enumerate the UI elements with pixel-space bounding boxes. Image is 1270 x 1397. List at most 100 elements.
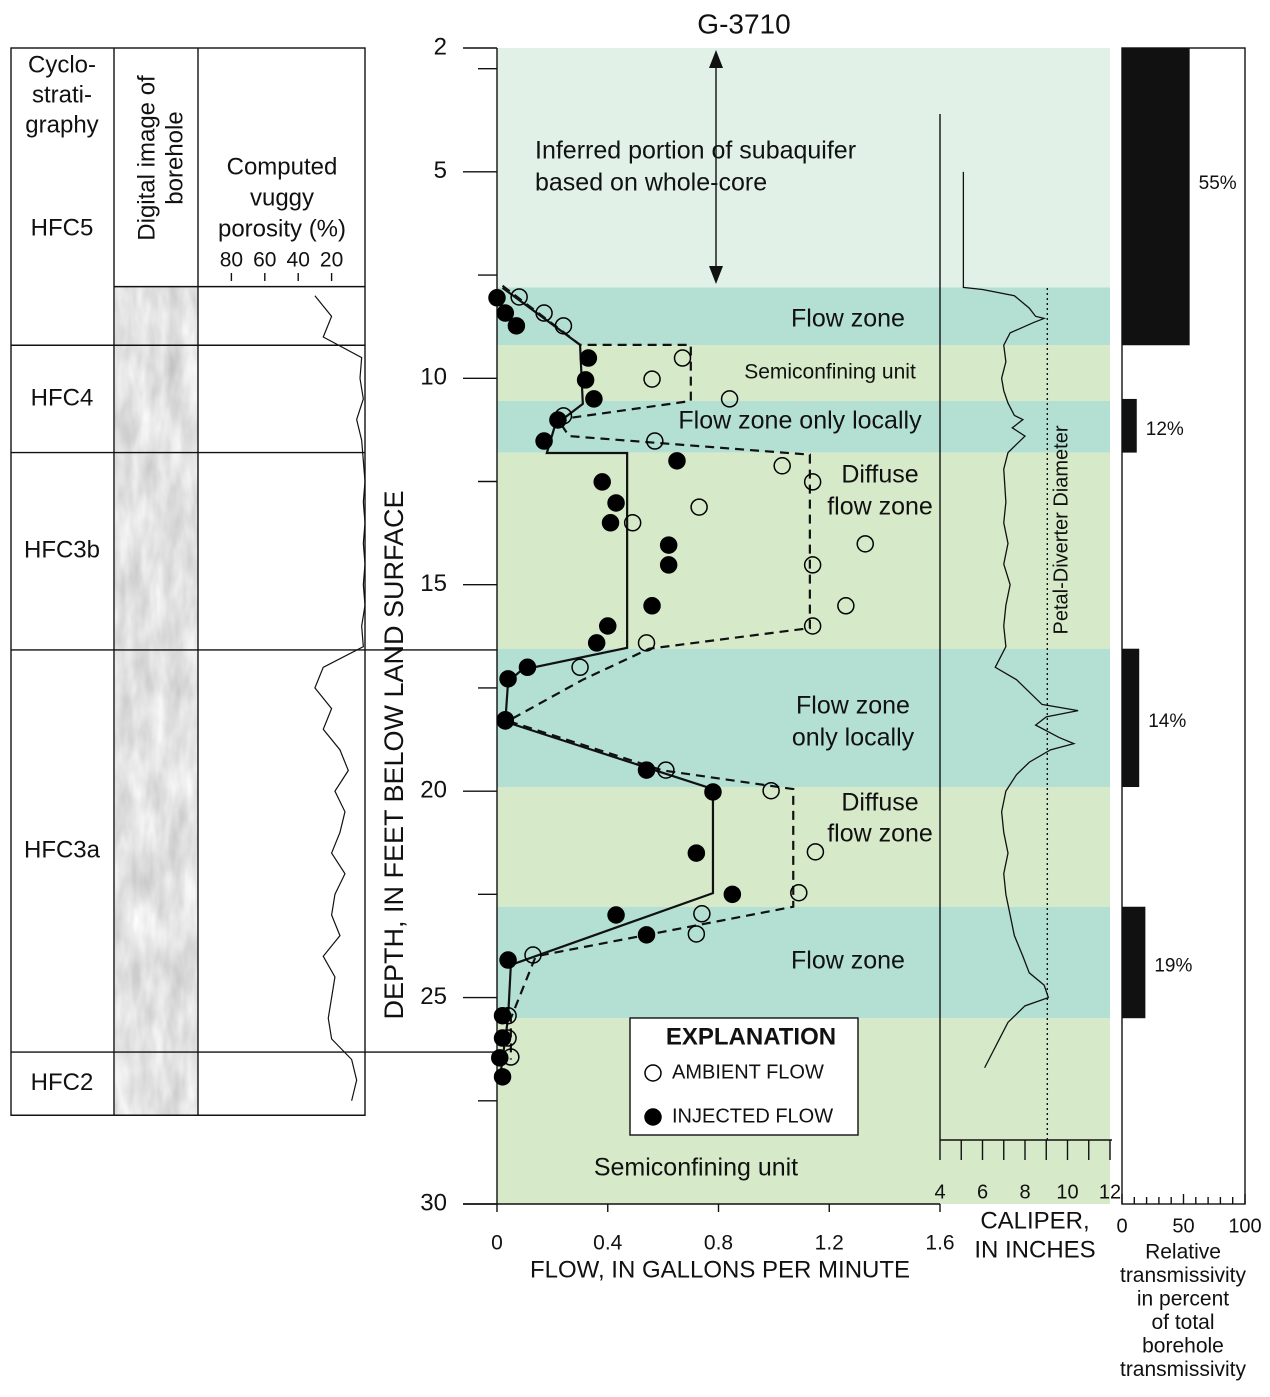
y-tick-label: 15 xyxy=(420,570,447,597)
zone-label: Diffuse xyxy=(841,789,918,817)
flow-point xyxy=(805,557,821,573)
porosity-trace xyxy=(315,296,365,1101)
strat-header: Cyclo- xyxy=(28,51,96,78)
flow-point xyxy=(644,598,660,614)
zone-label: based on whole-core xyxy=(535,169,767,197)
y-tick-label: 25 xyxy=(420,983,447,1010)
x-tick-label: 1.6 xyxy=(925,1232,954,1255)
zone-label: Diffuse xyxy=(841,461,918,489)
transmissivity-label: Relative xyxy=(1145,1241,1221,1264)
flow-point xyxy=(669,453,685,469)
flow-point xyxy=(639,635,655,651)
flow-point xyxy=(594,474,610,490)
value-label: 55% xyxy=(1199,173,1237,194)
flow-point xyxy=(658,762,674,778)
flow-point xyxy=(705,784,721,800)
porosity-title: vuggy xyxy=(250,184,314,211)
flow-point xyxy=(586,391,602,407)
zone-label: Flow zone xyxy=(796,692,910,720)
strat-header: strati- xyxy=(32,81,92,108)
flow-point xyxy=(661,537,677,553)
legend-label: INJECTED FLOW xyxy=(672,1105,833,1127)
flow-point xyxy=(691,499,707,515)
flow-point xyxy=(608,495,624,511)
flow-point xyxy=(497,712,513,728)
zone-band xyxy=(497,453,1110,649)
flow-point xyxy=(508,318,524,334)
value-label: 19% xyxy=(1154,955,1192,976)
transmissivity-tick-label: 0 xyxy=(1116,1215,1127,1237)
zone-label: Inferred portion of subaquifer xyxy=(535,137,856,165)
legend-label: AMBIENT FLOW xyxy=(672,1061,824,1083)
transmissivity-bar xyxy=(1122,48,1190,345)
x-tick-label: 0 xyxy=(491,1232,503,1255)
flow-point xyxy=(500,952,516,968)
flow-point xyxy=(722,391,738,407)
flow-point xyxy=(578,372,594,388)
image-header: Digital image of xyxy=(133,75,160,241)
caliper-tick-label: 6 xyxy=(977,1181,988,1203)
value-label: 12% xyxy=(1146,419,1184,440)
porosity-tick-label: 80 xyxy=(220,249,243,272)
porosity-tick-label: 60 xyxy=(253,249,276,272)
caliper-tick-label: 8 xyxy=(1019,1181,1030,1203)
image-header: borehole xyxy=(161,111,188,204)
flow-point xyxy=(589,635,605,651)
unit-label: HFC4 xyxy=(31,384,94,411)
transmissivity-label: in percent xyxy=(1137,1288,1229,1311)
caliper-label: IN INCHES xyxy=(974,1236,1095,1263)
transmissivity-tick-label: 50 xyxy=(1172,1215,1194,1237)
unit-label: HFC3b xyxy=(24,537,100,564)
porosity-title: porosity (%) xyxy=(218,215,346,242)
zone-label: flow zone xyxy=(827,493,933,521)
porosity-tick-label: 20 xyxy=(320,249,343,272)
y-tick-label: 2 xyxy=(434,33,447,60)
flow-point xyxy=(807,844,823,860)
unit-label: HFC5 xyxy=(31,214,94,241)
flow-point xyxy=(661,557,677,573)
flow-point xyxy=(608,907,624,923)
reference-label: Petal-Diverter Diameter xyxy=(1051,425,1073,634)
flow-point xyxy=(580,350,596,366)
flow-point xyxy=(495,1069,511,1085)
zone-label: flow zone xyxy=(827,820,933,848)
flow-point xyxy=(495,1008,511,1024)
transmissivity-label: transmissivity xyxy=(1120,1264,1247,1287)
chart-title: G-3710 xyxy=(697,8,790,39)
zone-label: only locally xyxy=(792,724,915,752)
flow-point xyxy=(639,762,655,778)
x-tick-label: 1.2 xyxy=(815,1232,844,1255)
figure: G-3710 Inferred portion of subaquifer bas… xyxy=(0,0,1270,1397)
flow-point xyxy=(497,305,513,321)
flow-point xyxy=(805,618,821,634)
caliper-label: CALIPER, xyxy=(980,1207,1089,1234)
y-tick-label: 5 xyxy=(434,157,447,184)
flow-point xyxy=(805,474,821,490)
flow-point xyxy=(550,412,566,428)
caliper-tick-label: 12 xyxy=(1099,1181,1121,1203)
zone-label: Semiconfining unit xyxy=(744,361,916,384)
flow-point xyxy=(495,1030,511,1046)
y-tick-label: 20 xyxy=(420,776,447,803)
zone-label: Semiconfining unit xyxy=(594,1154,798,1182)
flow-point xyxy=(639,927,655,943)
flow-point xyxy=(555,318,571,334)
flow-point xyxy=(492,1050,508,1066)
unit-label: HFC2 xyxy=(31,1069,94,1096)
value-label: 14% xyxy=(1148,711,1186,732)
flow-point xyxy=(500,671,516,687)
flow-point xyxy=(857,536,873,552)
flow-point xyxy=(600,618,616,634)
y-tick-label: 10 xyxy=(420,364,447,391)
porosity-tick-label: 40 xyxy=(287,249,310,272)
caliper-tick-label: 4 xyxy=(934,1181,945,1203)
flow-point xyxy=(536,305,552,321)
flow-point xyxy=(647,433,663,449)
flow-point xyxy=(511,289,527,305)
flow-point xyxy=(603,515,619,531)
legend-marker xyxy=(645,1109,661,1125)
flow-point xyxy=(525,947,541,963)
flow-point xyxy=(572,659,588,675)
flow-point xyxy=(625,515,641,531)
flow-point xyxy=(688,845,704,861)
